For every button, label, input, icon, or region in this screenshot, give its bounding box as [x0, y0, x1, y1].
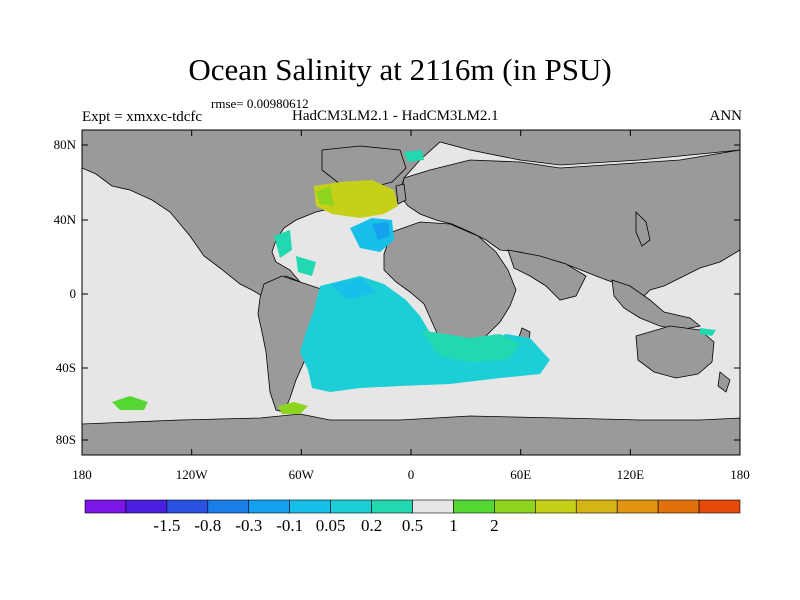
land-australia [635, 325, 715, 379]
y-tick-label: 40S [55, 360, 76, 375]
experiment-label: Expt = xmxxc-tdcfc [82, 109, 203, 125]
colorbar [84, 499, 741, 514]
colorbar-swatch [616, 499, 659, 514]
patch-southern-ocean-teal [420, 330, 520, 362]
colorbar-tick-label: 0.5 [401, 516, 424, 535]
colorbar-swatch [371, 499, 413, 514]
colorbar-swatch [657, 499, 700, 514]
y-tick-label: 0 [69, 286, 77, 301]
y-tick-label: 40N [53, 212, 76, 227]
colorbar-tick-label: -0.1 [276, 516, 304, 535]
land-antarctica [81, 413, 741, 456]
y-tick-label: 80N [53, 137, 76, 152]
colorbar-tick-label: -0.8 [194, 516, 222, 535]
colorbar-swatch [84, 499, 127, 514]
land-greenland [321, 145, 407, 189]
patch-deep-negative [372, 222, 390, 240]
salinity-patches [112, 150, 716, 414]
colorbar-swatch [535, 499, 577, 514]
colorbar-swatch [166, 499, 209, 514]
land-japan [635, 211, 651, 247]
land-masses [81, 129, 741, 456]
colorbar-tick-label: 0.05 [315, 516, 346, 535]
land-arabia-india [507, 249, 587, 301]
patch-north-atlantic-positive [314, 180, 398, 218]
colorbar-swatch [125, 499, 168, 514]
colorbar-swatch [412, 499, 454, 514]
patch-north-atlantic-edge [316, 186, 334, 206]
colorbar-swatch [289, 499, 331, 514]
land-new-zealand [717, 371, 731, 393]
y-tick-label: 80S [55, 432, 76, 447]
x-tick-label: 60E [510, 467, 532, 482]
colorbar-swatch [248, 499, 290, 514]
x-tick-label: 180 [730, 467, 750, 482]
season-label: ANN [709, 108, 743, 124]
x-tick-label: 120W [175, 467, 208, 482]
colorbar-swatch [494, 499, 536, 514]
patch-caribbean [296, 256, 316, 276]
colorbar-swatch [453, 499, 495, 514]
colorbar-swatch [330, 499, 372, 514]
x-tick-label: 60W [288, 467, 314, 482]
colorbar-tick-label: 2 [490, 516, 499, 535]
patch-arctic [404, 150, 424, 162]
patch-drake-passage [278, 402, 308, 414]
land-se-asia [611, 279, 701, 331]
colorbar-swatch [575, 499, 618, 514]
patch-tasman [700, 328, 716, 336]
patch-south-pacific [112, 396, 148, 410]
rmse-label: rmse= 0.00980612 [211, 96, 309, 111]
colorbar-swatch [698, 499, 741, 514]
x-tick-label: 0 [407, 467, 415, 482]
colorbar-tick-label: 1 [449, 516, 458, 535]
land-north-america [81, 129, 741, 297]
patch-equatorial-atlantic [330, 278, 376, 300]
land-uk [395, 183, 407, 205]
colorbar-tick-label: -0.3 [235, 516, 263, 535]
models-label: HadCM3LM2.1 - HadCM3LM2.1 [292, 108, 499, 124]
colorbar-tick-label: 0.2 [360, 516, 383, 535]
plot-title: Ocean Salinity at 2116m (in PSU) [188, 52, 612, 87]
colorbar-swatch [207, 499, 250, 514]
patch-gulf [274, 230, 292, 258]
x-tick-label: 120E [616, 467, 645, 482]
axis-ticks [81, 130, 741, 455]
colorbar-tick-label: -1.5 [153, 516, 181, 535]
x-tick-label: 180 [72, 467, 92, 482]
